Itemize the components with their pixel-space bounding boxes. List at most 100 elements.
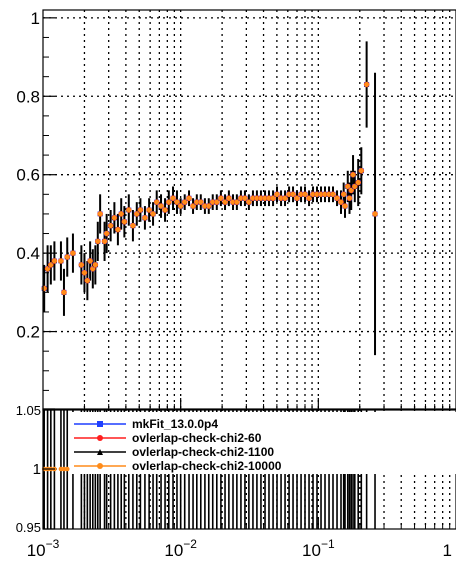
point-chi2-10000 <box>150 211 156 217</box>
point-chi2-10000 <box>206 203 212 209</box>
point-chi2-10000 <box>81 270 87 276</box>
legend-marker-square <box>97 421 103 427</box>
point-chi2-10000 <box>218 195 224 201</box>
point-chi2-10000 <box>198 199 204 205</box>
point-chi2-10000 <box>142 215 148 221</box>
point-chi2-10000 <box>104 231 110 237</box>
top-y-tick-label: 0.4 <box>16 244 40 263</box>
point-chi2-10000 <box>45 266 51 272</box>
bottom-x-tick-label: 10−1 <box>302 537 335 560</box>
point-chi2-10000 <box>258 195 264 201</box>
point-chi2-10000 <box>346 195 352 201</box>
point-chi2-10000 <box>314 191 320 197</box>
point-chi2-10000 <box>186 195 192 201</box>
point-chi2-10000 <box>302 191 308 197</box>
point-chi2-10000 <box>318 191 324 197</box>
point-chi2-10000 <box>250 195 256 201</box>
bottom-x-tick-label: 10−2 <box>164 537 197 560</box>
point-chi2-10000 <box>334 195 340 201</box>
point-chi2-10000 <box>202 203 208 209</box>
point-chi2-10000 <box>134 211 140 217</box>
point-chi2-10000 <box>108 223 114 229</box>
point-chi2-10000 <box>338 199 344 205</box>
legend-marker-circle <box>97 435 103 441</box>
point-chi2-10000 <box>364 82 370 88</box>
legend-label: ovlerlap-check-chi2-10000 <box>132 459 282 473</box>
point-chi2-10000 <box>270 195 276 201</box>
point-chi2-10000 <box>242 195 248 201</box>
point-chi2-10000 <box>222 199 228 205</box>
point-chi2-10000 <box>266 195 272 201</box>
point-chi2-10000 <box>182 199 188 205</box>
point-chi2-10000 <box>126 207 132 213</box>
efficiency-panel: 0.2 0.4 0.6 0.8 1 <box>16 9 456 411</box>
point-chi2-10000 <box>102 238 108 244</box>
point-chi2-10000 <box>298 191 304 197</box>
bottom-y-tick-label: 0.95 <box>16 520 41 535</box>
point-chi2-10000 <box>97 211 103 217</box>
point-chi2-10000 <box>352 183 358 189</box>
point-chi2-10000 <box>355 180 361 186</box>
point-chi2-10000 <box>286 191 292 197</box>
point-chi2-10000 <box>372 211 378 217</box>
top-data-points <box>41 41 378 356</box>
bottom-x-tick-label: 10−3 <box>27 537 60 560</box>
legend-marker-circle <box>97 463 103 469</box>
point-chi2-10000 <box>48 262 54 268</box>
legend-label: mkFit_13.0.0p4 <box>132 417 218 431</box>
point-chi2-10000 <box>210 199 216 205</box>
point-chi2-10000 <box>121 219 127 225</box>
point-chi2-10000 <box>294 195 300 201</box>
bottom-x-axis: 10−3 10−2 10−1 1 <box>27 517 452 560</box>
point-chi2-10000 <box>358 168 364 174</box>
point-chi2-10000 <box>306 195 312 201</box>
point-chi2-10000 <box>274 191 280 197</box>
top-y-tick-label: 0.6 <box>16 166 40 185</box>
point-chi2-10000 <box>190 203 196 209</box>
point-chi2-10000 <box>146 207 152 213</box>
point-chi2-10000 <box>92 262 98 268</box>
legend-marker-triangle <box>97 449 103 455</box>
bottom-y-axis: 0.95 1 1.05 <box>16 403 55 535</box>
bottom-y-tick-label: 1 <box>33 461 41 478</box>
legend-box <box>70 412 456 474</box>
point-chi2-10000 <box>345 183 351 189</box>
point-chi2-10000 <box>230 199 236 205</box>
point-chi2-10000 <box>330 191 336 197</box>
point-chi2-10000 <box>130 223 136 229</box>
point-chi2-10000 <box>115 227 121 233</box>
top-y-tick-label: 0.8 <box>16 87 40 106</box>
point-chi2-10000 <box>226 195 232 201</box>
point-chi2-10000 <box>234 199 240 205</box>
ratio-point <box>61 466 67 472</box>
point-chi2-10000 <box>111 215 117 221</box>
point-chi2-10000 <box>238 195 244 201</box>
point-chi2-10000 <box>90 266 96 272</box>
point-chi2-10000 <box>278 195 284 201</box>
bottom-y-tick-label: 1.05 <box>16 403 41 418</box>
point-chi2-10000 <box>282 195 288 201</box>
bottom-x-tick-label: 1 <box>443 541 452 560</box>
point-chi2-10000 <box>166 199 172 205</box>
legend-label: ovlerlap-check-chi2-1100 <box>132 445 274 459</box>
point-chi2-10000 <box>87 258 93 264</box>
legend-label: ovlerlap-check-chi2-60 <box>132 431 262 445</box>
legend: mkFit_13.0.0p4ovlerlap-check-chi2-60ovle… <box>70 412 456 474</box>
point-chi2-10000 <box>322 191 328 197</box>
point-chi2-10000 <box>310 191 316 197</box>
point-chi2-10000 <box>350 172 356 178</box>
point-chi2-10000 <box>162 207 168 213</box>
point-chi2-10000 <box>58 258 64 264</box>
point-chi2-10000 <box>178 203 184 209</box>
point-chi2-10000 <box>137 207 143 213</box>
top-y-tick-label: 0.2 <box>16 323 40 342</box>
point-chi2-10000 <box>95 238 101 244</box>
point-chi2-10000 <box>174 199 180 205</box>
point-chi2-10000 <box>170 195 176 201</box>
point-chi2-10000 <box>70 250 76 256</box>
point-chi2-10000 <box>348 187 354 193</box>
point-chi2-10000 <box>214 199 220 205</box>
point-chi2-10000 <box>246 199 252 205</box>
